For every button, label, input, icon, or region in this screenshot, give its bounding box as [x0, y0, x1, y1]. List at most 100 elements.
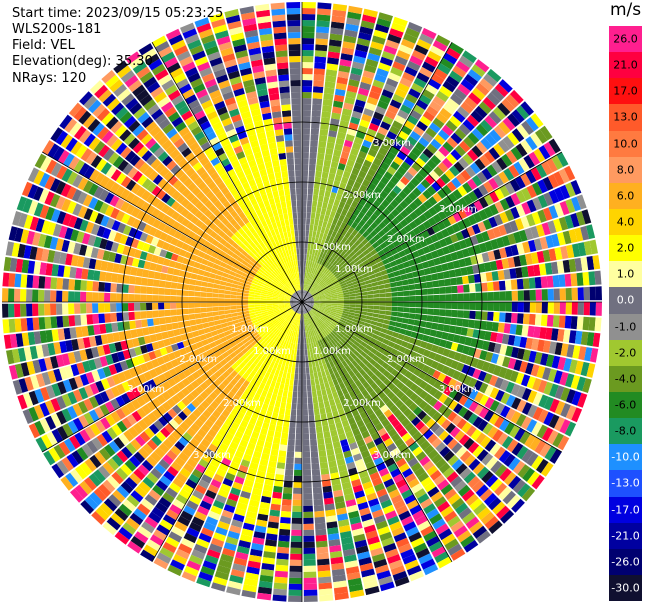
- ppi-range-gate: [164, 316, 172, 324]
- ppi-range-gate: [285, 402, 292, 410]
- ppi-range-gate: [367, 536, 380, 545]
- ppi-range-gate: [370, 117, 382, 127]
- ppi-range-gate: [315, 420, 322, 428]
- ppi-range-gate: [400, 146, 411, 156]
- ppi-range-gate: [324, 308, 331, 312]
- ppi-range-gate: [503, 471, 517, 486]
- ppi-range-gate: [357, 323, 364, 329]
- ppi-range-gate: [571, 287, 578, 301]
- ppi-range-gate: [170, 309, 177, 316]
- ppi-range-gate: [572, 345, 581, 359]
- ppi-range-gate: [305, 355, 309, 362]
- ppi-range-gate: [158, 317, 166, 325]
- ppi-range-gate: [322, 105, 332, 113]
- ppi-range-gate: [2, 288, 9, 302]
- ppi-range-gate: [323, 215, 330, 222]
- ppi-range-gate: [397, 307, 404, 312]
- ppi-range-gate: [523, 302, 530, 313]
- ppi-range-gate: [483, 373, 493, 384]
- ppi-range-gate: [413, 77, 427, 89]
- ppi-range-gate: [285, 360, 290, 367]
- ppi-range-gate: [295, 433, 302, 440]
- ppi-range-gate: [337, 332, 344, 338]
- ppi-range-gate: [307, 298, 314, 301]
- ppi-range-gate: [302, 433, 310, 440]
- ppi-range-gate: [353, 283, 360, 288]
- ppi-range-gate: [419, 425, 430, 435]
- ppi-range-gate: [243, 578, 258, 587]
- ppi-range-gate: [437, 272, 445, 280]
- ppi-range-gate: [315, 276, 320, 283]
- ppi-range-gate: [423, 530, 437, 542]
- ppi-range-gate: [437, 162, 449, 173]
- ppi-range-gate: [99, 271, 107, 282]
- ppi-range-gate: [340, 114, 351, 122]
- ppi-range-gate: [359, 332, 367, 338]
- ppi-range-gate: [515, 267, 523, 279]
- ppi-range-gate: [413, 217, 423, 227]
- ppi-range-gate: [308, 302, 314, 304]
- ppi-range-gate: [468, 389, 479, 400]
- ppi-range-gate: [176, 309, 183, 316]
- ppi-range-gate: [463, 284, 470, 293]
- ppi-range-gate: [314, 314, 320, 319]
- ppi-range-gate: [505, 394, 516, 407]
- ppi-range-gate: [317, 152, 325, 160]
- ppi-range-gate: [469, 162, 481, 174]
- ppi-range-gate: [306, 379, 311, 386]
- ppi-range-gate: [254, 525, 267, 534]
- ppi-range-gate: [361, 76, 373, 85]
- ppi-range-gate: [583, 286, 590, 301]
- ppi-range-gate: [338, 257, 345, 264]
- ppi-range-gate: [312, 487, 323, 494]
- ppi-range-gate: [506, 494, 521, 509]
- ppi-range-gate: [485, 272, 493, 282]
- ppi-range-gate: [403, 408, 413, 418]
- ppi-range-gate: [336, 334, 343, 340]
- ppi-range-gate: [260, 297, 267, 301]
- ppi-range-gate: [416, 99, 429, 110]
- ppi-range-gate: [292, 343, 296, 350]
- ppi-range-gate: [312, 396, 318, 404]
- ppi-range-gate: [400, 548, 415, 560]
- ppi-range-gate: [336, 342, 343, 349]
- ppi-range-gate: [219, 314, 226, 320]
- ppi-range-gate: [32, 275, 40, 289]
- ppi-range-gate: [310, 290, 316, 295]
- ppi-range-gate: [326, 374, 333, 382]
- ppi-range-gate: [194, 313, 202, 319]
- ppi-range-gate: [428, 206, 438, 217]
- ppi-range-gate: [494, 482, 508, 496]
- ppi-range-gate: [337, 307, 344, 311]
- ppi-range-gate: [256, 519, 268, 528]
- ppi-plot: 1.00km2.00km3.00km1.00km2.00km3.00km1.00…: [2, 2, 602, 602]
- ppi-range-gate: [206, 292, 213, 298]
- ppi-range-gate: [404, 494, 416, 505]
- ppi-range-gate: [411, 483, 423, 494]
- ppi-range-gate: [326, 448, 335, 456]
- ppi-range-gate: [389, 320, 396, 327]
- ppi-range-gate: [361, 308, 368, 312]
- ppi-range-gate: [308, 230, 313, 237]
- ppi-range-gate: [236, 288, 244, 293]
- ppi-range-gate: [458, 335, 467, 345]
- ppi-range-gate: [319, 129, 329, 136]
- ppi-range-gate: [317, 346, 322, 354]
- ppi-range-gate: [86, 314, 94, 325]
- ppi-range-gate: [153, 271, 161, 280]
- ppi-range-gate: [317, 270, 322, 277]
- ppi-range-gate: [299, 344, 302, 350]
- ppi-range-gate: [111, 273, 119, 283]
- ppi-range-gate: [525, 117, 539, 132]
- ppi-range-gate: [376, 261, 384, 268]
- ppi-range-gate: [502, 135, 515, 150]
- ppi-range-gate: [261, 563, 275, 571]
- ppi-range-gate: [324, 369, 330, 376]
- ppi-range-gate: [304, 254, 307, 261]
- ppi-range-gate: [302, 284, 304, 291]
- ppi-range-gate: [332, 218, 339, 226]
- ppi-range-gate: [346, 84, 359, 93]
- ppi-range-gate: [422, 220, 432, 230]
- ppi-range-gate: [44, 290, 51, 302]
- ppi-range-gate: [368, 498, 380, 507]
